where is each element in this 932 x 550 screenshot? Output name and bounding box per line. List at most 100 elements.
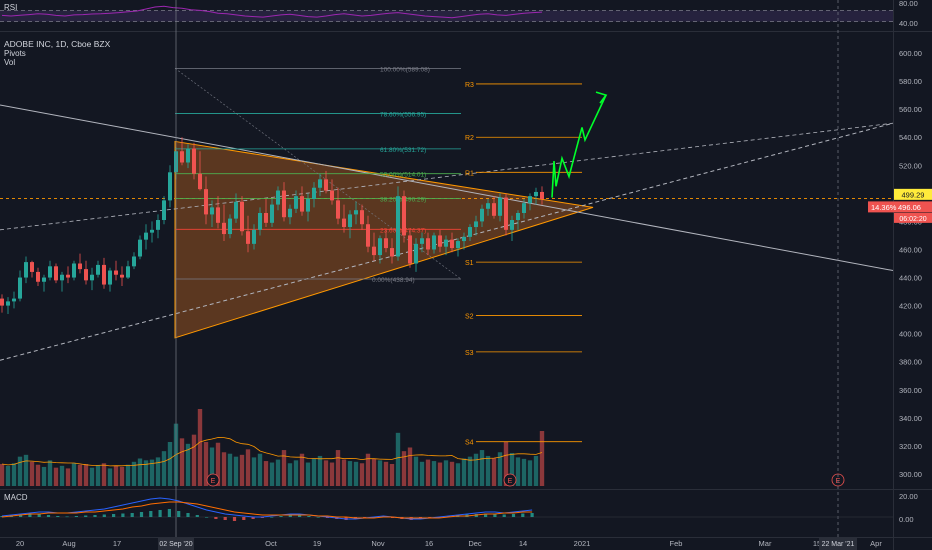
volume-bar [515,457,521,486]
fib-diagonal [174,68,462,280]
candle-body [294,196,298,209]
candle-body [468,227,472,237]
macd-histogram-bar [28,514,32,517]
time-axis-tick: Feb [670,539,683,548]
candle-body [372,246,376,256]
pivot-label: S3 [465,350,474,357]
fib-level-label: 100.00%(589.08) [380,66,430,73]
volume-bar [143,460,149,486]
candle-body [432,235,436,250]
candle-body [60,274,64,281]
candle-body [348,214,352,228]
candle-body [222,222,226,235]
volume-bar [35,464,41,486]
candle-body [540,191,544,199]
symbol-title[interactable]: ADOBE INC, 1D, Cboe BZX [4,39,111,49]
candle-body [216,207,220,223]
time-axis-tick: 16 [425,539,433,548]
volume-bar [329,462,335,486]
volume-bar [431,461,437,486]
rsi-pane-label[interactable]: RSI [4,3,18,12]
volume-bar [23,454,29,486]
candle-body [390,248,394,257]
volume-bar [155,457,161,486]
volume-bar [497,452,503,486]
candle-body [492,203,496,216]
candle-body [24,262,28,278]
macd-histogram-bar [530,513,534,517]
volume-bar [185,443,191,486]
earnings-marker-label: E [508,478,513,485]
volume-bar [221,452,227,486]
macd-histogram-bar [298,515,302,517]
macd-histogram-bar [521,513,525,517]
volume-bar [107,468,113,486]
candle-body [516,212,520,221]
volume-bar [287,463,293,486]
volume-bar [233,456,239,486]
candle-body [312,187,316,199]
volume-bar [209,447,215,486]
candle-body [450,239,454,249]
volume-bar [389,464,395,486]
volume-bar [161,451,167,486]
volume-bar [137,458,143,486]
macd-axis-tick: 0.00 [899,515,914,524]
price-axis-tick: 400.00 [899,330,922,339]
volume-bar [179,438,185,486]
macd-histogram-bar [84,515,88,517]
price-axis-tick: 560.00 [899,105,922,114]
candle-body [252,229,256,244]
candle-body [360,210,364,225]
candle-body [18,277,22,299]
time-axis-tick: Mar [759,539,772,548]
volume-bar [197,409,203,486]
macd-histogram-bar [484,513,488,517]
projection-arrowhead [595,91,608,104]
volume-bar [401,451,407,486]
pivots-indicator-label[interactable]: Pivots [4,49,26,58]
vol-indicator-label[interactable]: Vol [4,58,16,67]
volume-bar [419,461,425,486]
candle-body [444,239,448,247]
candle-body [234,201,238,219]
countdown-badge-text: 06:02:20 [899,216,926,223]
percent-badge-text: 14.36% [871,203,897,212]
price-axis-tick: 460.00 [899,245,922,254]
volume-bar [503,442,509,486]
candle-body [204,189,208,215]
last-price-badge [894,188,932,200]
candle-body [300,196,304,212]
macd-histogram-bar [19,515,23,517]
macd-histogram-bar [270,517,274,518]
volume-bar [113,465,119,486]
volume-bar [101,463,107,486]
macd-histogram-bar [102,514,106,517]
time-axis-tick: 2021 [574,539,591,548]
volume-bar [479,450,485,486]
candle-body [456,241,460,249]
candle-body [54,266,58,281]
candle-body [150,229,154,233]
candle-body [30,262,34,272]
price-axis-tick: 540.00 [899,133,922,142]
candle-body [378,238,382,256]
volume-bar [425,459,431,486]
volume-bar [215,442,221,486]
macd-histogram-bar [232,517,237,521]
candle-body [498,197,502,216]
macd-histogram-bar [205,517,209,518]
volume-bar [509,453,515,486]
volume-bar [77,464,83,486]
macd-pane-label[interactable]: MACD [4,493,28,502]
macd-histogram-bar [307,516,311,517]
macd-axis-tick: 20.00 [899,492,918,501]
volume-bar [251,457,257,486]
volume-bar [227,453,233,486]
price-axis-tick: 340.00 [899,414,922,423]
candle-body [198,173,202,190]
current-price-badge [868,201,932,213]
volume-bar [275,459,281,486]
volume-bar [473,453,479,486]
